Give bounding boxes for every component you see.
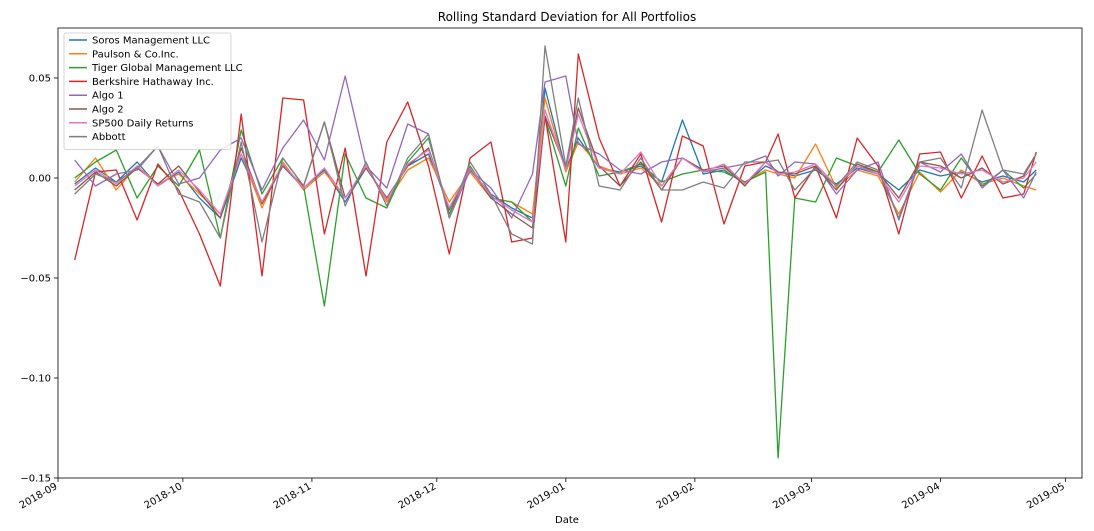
plot-area [57,27,1083,479]
series-lines [74,45,1037,459]
legend-entry: Abbott [92,132,126,143]
y-tick-label: −0.10 [20,374,51,385]
x-tick-label: 2019-05 [1025,481,1067,511]
legend: Soros Management LLC Paulson & Co.Inc. Tig… [63,32,243,150]
legend-box [63,32,232,150]
x-tick-label: 2019-04 [900,481,942,511]
y-tick-label: −0.15 [20,474,51,485]
legend-entry: Tiger Global Management LLC [91,63,243,74]
x-tick-label: 2018-11 [272,481,314,511]
x-tick-label: 2019-03 [771,481,813,511]
series-line-4 [74,75,1037,221]
legend-entry: Paulson & Co.Inc. [92,49,179,60]
x-tick-label: 2019-02 [655,481,697,511]
series-line-3 [74,53,1037,287]
legend-entry: SP500 Daily Returns [92,118,194,129]
legend-entry: Algo 2 [92,105,124,116]
x-tick-label: 2018-09 [18,481,60,511]
chart-title: Rolling Standard Deviation for All Portf… [438,10,696,24]
legend-entry: Soros Management LLC [92,36,210,47]
x-axis: 2018-09 2018-10 2018-11 2018-12 2019-01 2019-… [18,478,1067,511]
y-axis: 0.05 0.00 −0.05 −0.10 −0.15 [20,74,58,485]
series-line-2 [74,117,1037,459]
x-axis-label: Date [555,515,579,526]
x-tick-label: 2018-12 [397,481,439,511]
y-tick-label: −0.05 [20,274,51,285]
series-line-7 [74,45,1037,245]
x-tick-label: 2019-01 [526,481,568,511]
series-line-6 [74,109,1037,223]
y-tick-label: 0.00 [29,174,51,185]
legend-entry: Berkshire Hathaway Inc. [92,77,214,88]
legend-entry: Algo 1 [92,91,124,102]
x-tick-label: 2018-10 [143,481,185,511]
y-tick-label: 0.05 [29,74,51,85]
